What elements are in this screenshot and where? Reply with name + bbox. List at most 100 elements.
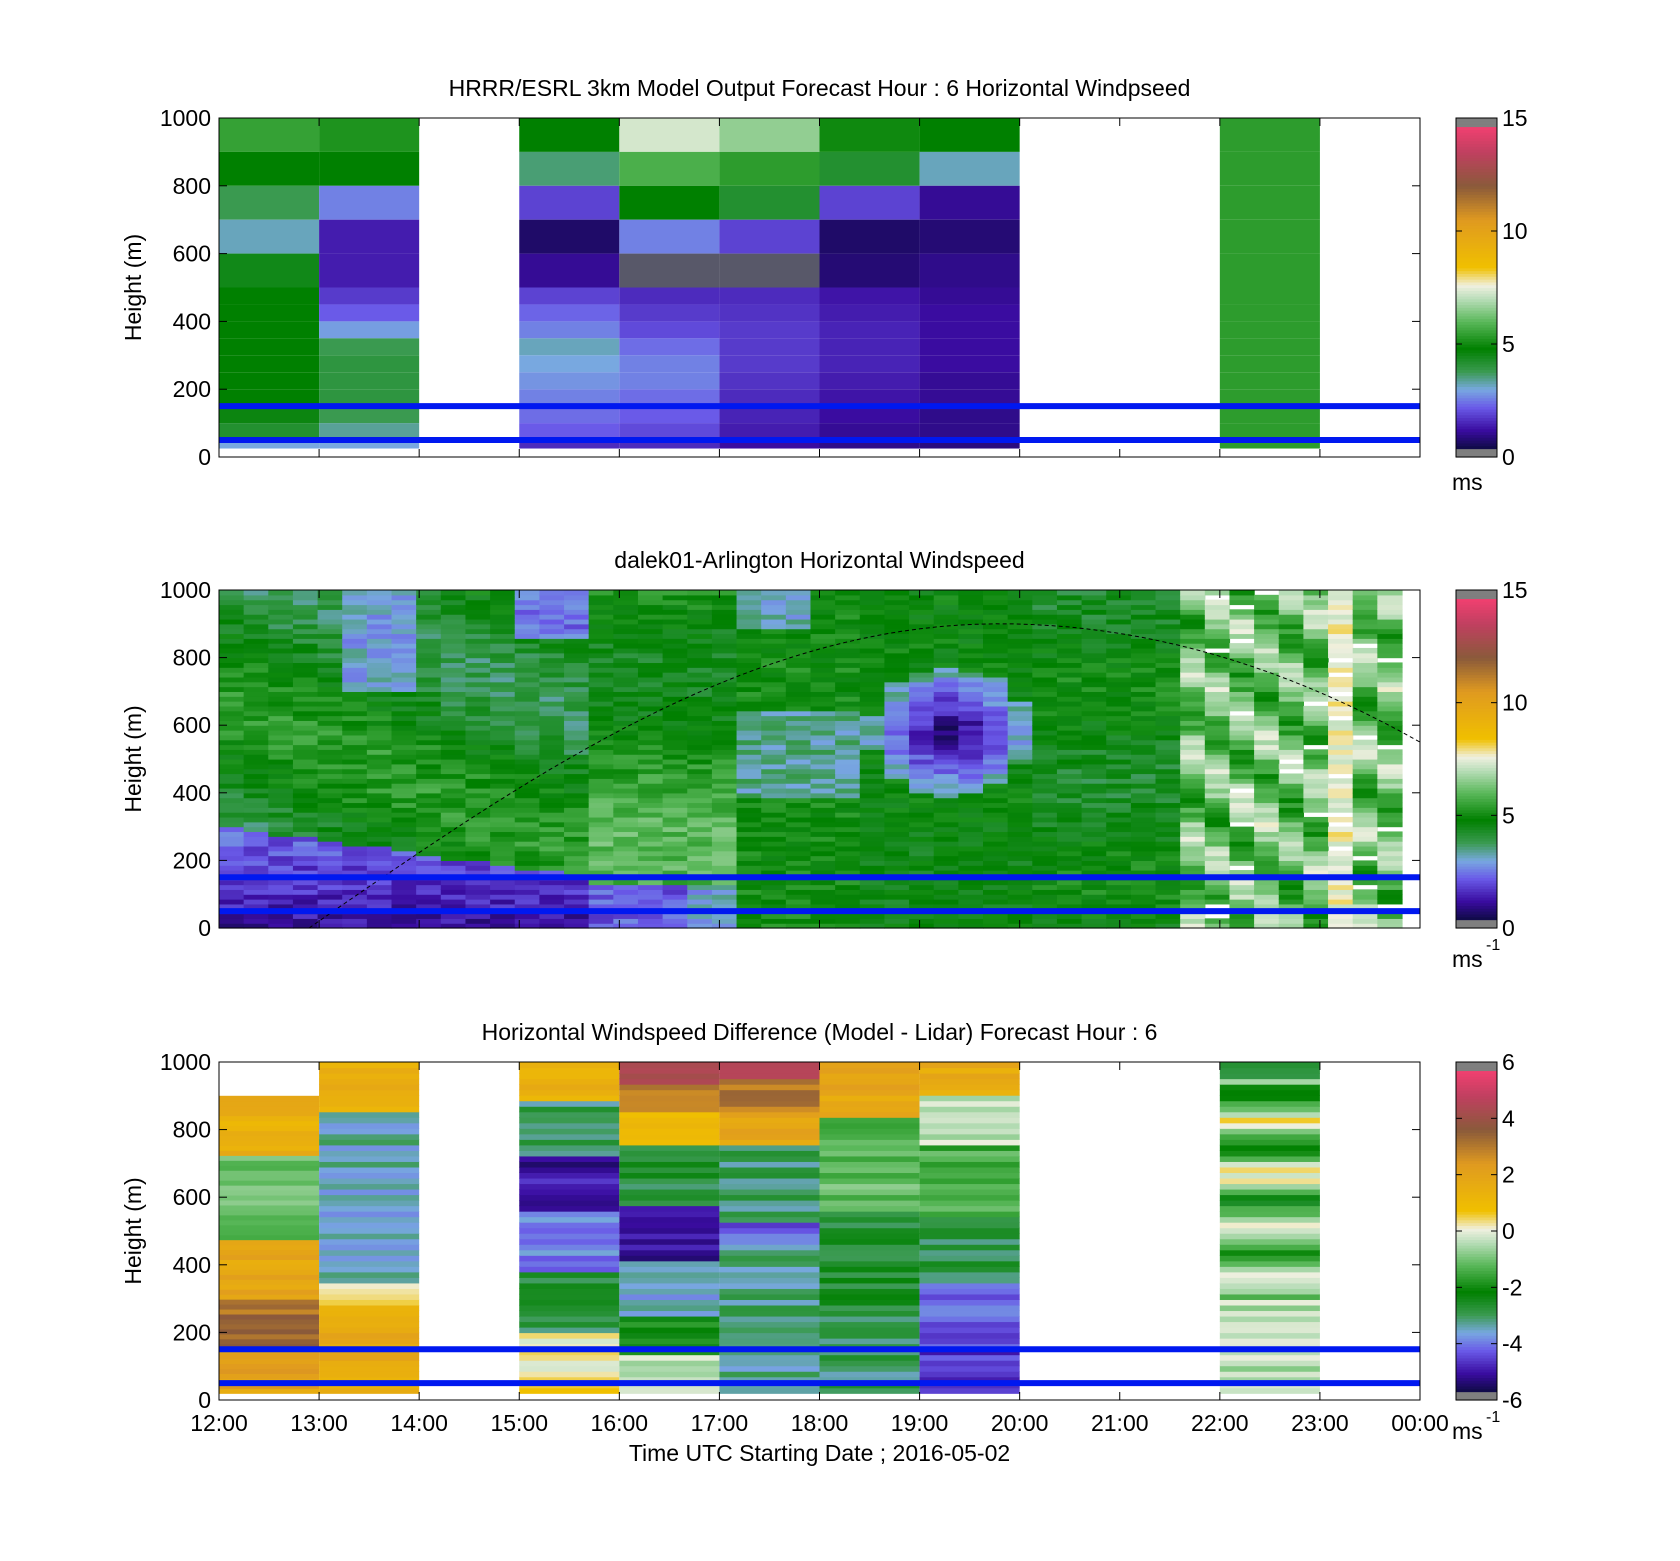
lidar-cell bbox=[1303, 884, 1329, 890]
lidar-cell bbox=[342, 657, 368, 664]
lidar-cell bbox=[1180, 599, 1206, 606]
lidar-cell bbox=[292, 691, 319, 697]
lidar-cell bbox=[416, 754, 442, 760]
lidar-cell bbox=[539, 889, 565, 895]
lidar-cell bbox=[637, 710, 664, 717]
lidar-cell bbox=[1254, 643, 1280, 649]
lidar-cell bbox=[1229, 730, 1255, 736]
colorbar-segment bbox=[1456, 338, 1497, 342]
lidar-cell bbox=[1032, 734, 1058, 741]
lidar-cell bbox=[243, 739, 269, 746]
lidar-cell bbox=[514, 754, 540, 760]
difference-cell bbox=[819, 1365, 920, 1372]
colorbar-segment bbox=[1456, 1191, 1497, 1195]
lidar-cell bbox=[1303, 638, 1329, 644]
lidar-cell bbox=[219, 773, 245, 779]
lidar-cell bbox=[268, 889, 294, 895]
lidar-cell bbox=[909, 628, 935, 635]
lidar-cell bbox=[736, 715, 762, 721]
lidar-cell bbox=[1106, 913, 1132, 919]
model-cell bbox=[1219, 185, 1320, 220]
lidar-cell bbox=[662, 715, 688, 721]
lidar-cell bbox=[1377, 783, 1403, 789]
lidar-cell bbox=[1106, 841, 1132, 847]
lidar-cell bbox=[1056, 836, 1083, 842]
lidar-cell bbox=[317, 787, 343, 794]
lidar-cell bbox=[1056, 725, 1083, 731]
difference-cell bbox=[619, 1338, 720, 1345]
lidar-cell bbox=[391, 879, 417, 886]
colorbar-segment bbox=[1456, 637, 1497, 642]
lidar-cell bbox=[1056, 643, 1083, 649]
lidar-cell bbox=[1204, 918, 1231, 924]
lidar-cell bbox=[983, 816, 1009, 823]
model-cell bbox=[319, 151, 420, 186]
lidar-cell bbox=[637, 725, 664, 731]
colorbar-segment bbox=[1456, 1211, 1497, 1215]
lidar-cell bbox=[1303, 759, 1329, 765]
lidar-cell bbox=[835, 744, 861, 750]
lidar-cell bbox=[711, 802, 738, 808]
lidar-cell bbox=[835, 618, 861, 625]
colorbar-segment bbox=[1456, 1233, 1497, 1238]
lidar-cell bbox=[268, 802, 294, 808]
lidar-cell bbox=[810, 816, 836, 823]
lidar-cell bbox=[465, 744, 491, 750]
difference-cell bbox=[1219, 1371, 1320, 1378]
lidar-cell bbox=[539, 628, 565, 635]
lidar-cell bbox=[539, 903, 565, 910]
lidar-cell bbox=[1007, 599, 1033, 606]
lidar-cell bbox=[909, 913, 935, 919]
difference-cell bbox=[219, 1264, 320, 1270]
lidar-cell bbox=[1303, 879, 1329, 886]
colorbar-segment bbox=[1456, 1225, 1497, 1229]
lidar-cell bbox=[1032, 705, 1058, 712]
lidar-cell bbox=[1180, 826, 1206, 833]
lidar-cell bbox=[243, 918, 269, 924]
lidar-cell bbox=[884, 730, 910, 736]
lidar-cell bbox=[711, 850, 738, 857]
lidar-cell bbox=[219, 923, 245, 929]
lidar-cell bbox=[588, 884, 614, 890]
lidar-cell bbox=[539, 633, 565, 639]
lidar-cell bbox=[810, 734, 836, 741]
lidar-cell bbox=[958, 778, 984, 784]
lidar-cell bbox=[391, 763, 417, 770]
lidar-cell bbox=[1278, 681, 1305, 688]
lidar-cell bbox=[859, 701, 886, 707]
lidar-cell bbox=[736, 590, 762, 596]
lidar-cell bbox=[983, 676, 1009, 683]
difference-cell bbox=[719, 1371, 820, 1378]
difference-cell bbox=[819, 1255, 920, 1262]
lidar-cell bbox=[490, 860, 516, 866]
lidar-cell bbox=[958, 787, 984, 794]
x-tick-label: 12:00 bbox=[190, 1410, 248, 1436]
lidar-cell bbox=[933, 855, 959, 861]
lidar-cell bbox=[366, 836, 393, 842]
lidar-cell bbox=[1229, 797, 1255, 804]
model-cell bbox=[919, 338, 1020, 356]
difference-cell bbox=[319, 1177, 420, 1185]
lidar-cell bbox=[662, 705, 688, 712]
lidar-cell bbox=[736, 759, 762, 765]
colorbar-segment bbox=[1456, 1169, 1497, 1173]
lidar-cell bbox=[292, 590, 319, 596]
lidar-cell bbox=[1278, 860, 1305, 866]
lidar-cell bbox=[711, 918, 738, 924]
lidar-cell bbox=[1377, 730, 1403, 736]
lidar-cell bbox=[1377, 676, 1403, 683]
colorbar-segment bbox=[1456, 205, 1497, 209]
lidar-cell bbox=[637, 821, 664, 828]
lidar-cell bbox=[1106, 633, 1132, 639]
lidar-cell bbox=[662, 628, 688, 635]
lidar-cell bbox=[391, 657, 417, 664]
difference-cell bbox=[719, 1365, 820, 1372]
lidar-cell bbox=[1352, 870, 1378, 876]
model-cell bbox=[919, 406, 1020, 424]
lidar-cell bbox=[1328, 870, 1354, 876]
model-cell bbox=[619, 321, 720, 339]
lidar-cell bbox=[317, 667, 343, 673]
difference-cell bbox=[1219, 1293, 1320, 1300]
lidar-cell bbox=[465, 725, 491, 731]
lidar-cell bbox=[1352, 812, 1378, 818]
